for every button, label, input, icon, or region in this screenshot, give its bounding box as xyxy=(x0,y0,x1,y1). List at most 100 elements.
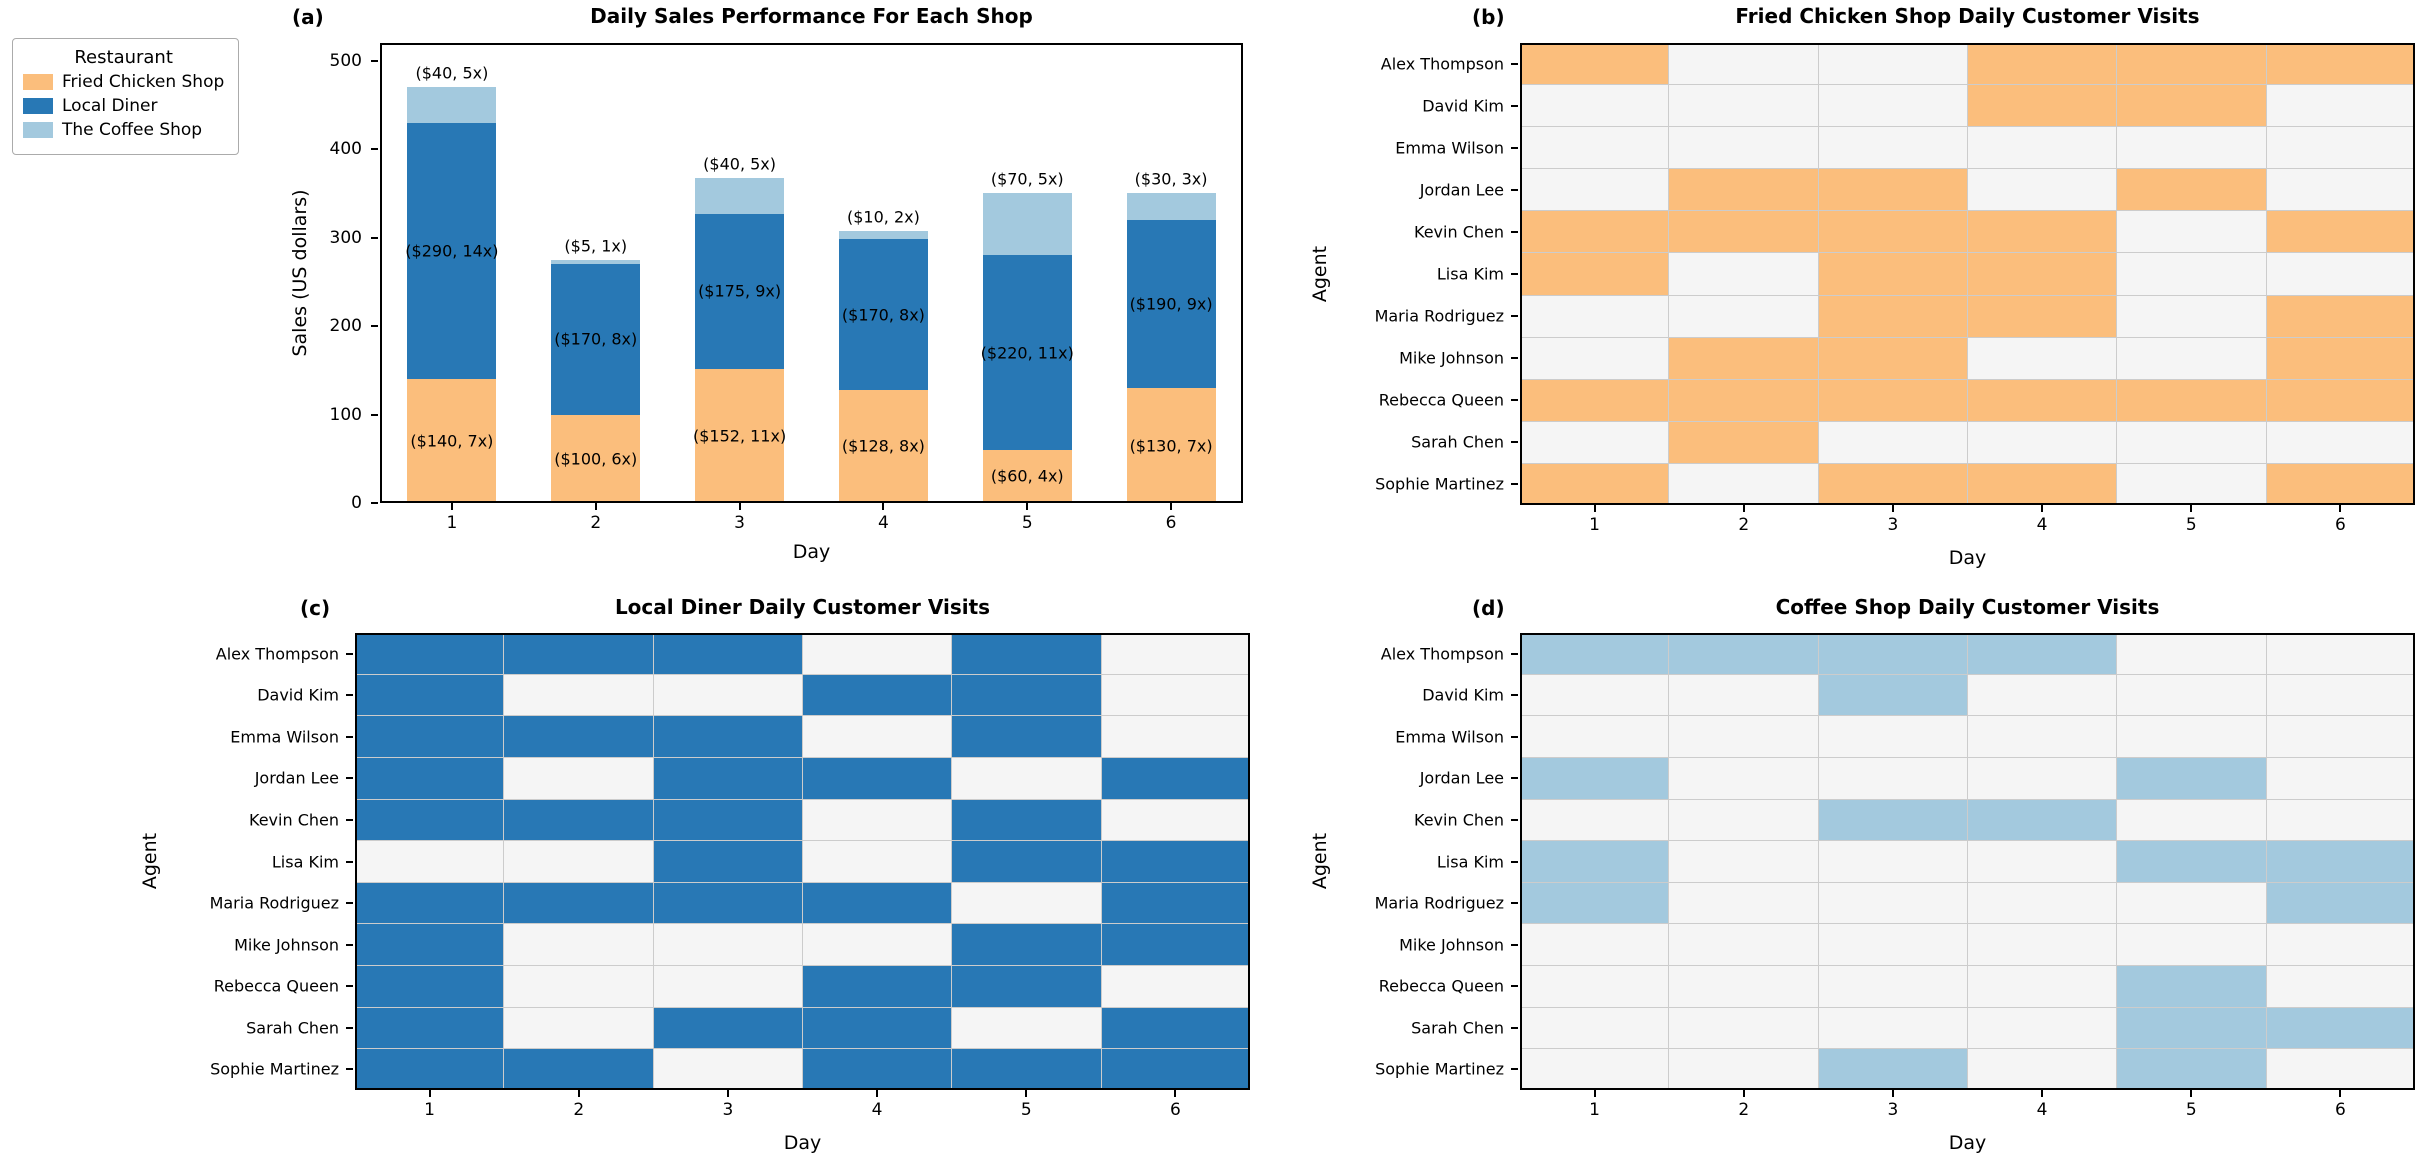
heatmap-cell xyxy=(1669,169,1818,211)
y-tick-mark xyxy=(346,1026,353,1029)
heatmap-cell xyxy=(2117,127,2266,169)
heatmap-cell xyxy=(2117,1049,2266,1090)
heatmap-cell xyxy=(952,716,1101,757)
heatmap-cell xyxy=(1101,882,1250,924)
heatmap-cell xyxy=(2266,169,2415,211)
heatmap-cell xyxy=(2117,85,2266,127)
heatmap-cell xyxy=(1520,85,1669,127)
heatmap-cell xyxy=(2117,633,2266,674)
agent-label: Alex Thompson xyxy=(1380,644,1504,664)
heatmap-cell xyxy=(504,716,653,757)
y-tick-mark xyxy=(1511,735,1518,738)
heatmap-cell xyxy=(1669,295,1818,337)
y-tick-mark xyxy=(346,652,353,655)
heatmap-cell xyxy=(802,882,952,924)
legend-entry-label: Local Diner xyxy=(62,96,158,116)
heatmap-cell xyxy=(504,674,653,716)
agent-label: Sophie Martinez xyxy=(210,1059,339,1079)
x-tick-label: 1 xyxy=(1589,515,1600,535)
heatmap-cell xyxy=(1520,211,1669,253)
heatmap-cell xyxy=(1669,463,1818,505)
heatmap-cell xyxy=(1669,966,1818,1007)
legend-entry: Local Diner xyxy=(23,96,224,116)
x-tick-mark xyxy=(1170,503,1173,510)
y-tick-label: 500 xyxy=(329,50,362,71)
y-tick-mark xyxy=(1511,943,1518,946)
bar-segment xyxy=(695,178,785,214)
panel-a-tag: (a) xyxy=(292,5,324,29)
heatmap-grid xyxy=(355,633,1250,1090)
heatmap-cell xyxy=(952,841,1101,882)
x-tick-label: 5 xyxy=(1021,513,1033,533)
x-tick-label: 6 xyxy=(2334,1100,2346,1120)
y-tick-mark xyxy=(1511,315,1518,317)
agent-label: Maria Rodriguez xyxy=(1374,306,1504,326)
heatmap-cell xyxy=(653,1049,802,1090)
y-tick-mark xyxy=(1511,147,1518,149)
y-tick-mark xyxy=(1511,902,1518,905)
y-tick-mark xyxy=(371,325,378,328)
heatmap-cell xyxy=(1967,421,2117,463)
agent-label: Sarah Chen xyxy=(1411,1018,1504,1038)
x-tick-mark xyxy=(1174,1090,1177,1097)
heatmap-cell xyxy=(1520,966,1669,1007)
heatmap-cell xyxy=(1818,295,1967,337)
bar-value-label: ($30, 3x) xyxy=(1134,169,1208,189)
heatmap-cell xyxy=(1818,85,1967,127)
heatmap-cell xyxy=(1967,1007,2117,1049)
heatmap-cell xyxy=(802,716,952,757)
heatmap-cell xyxy=(1818,253,1967,295)
heatmap-cell xyxy=(1967,379,2117,421)
plot-frame xyxy=(380,43,1243,503)
x-tick-label: 2 xyxy=(1738,515,1750,535)
legend-swatch xyxy=(23,122,53,138)
heatmap-cell xyxy=(1520,379,1669,421)
x-tick-mark xyxy=(2190,505,2193,512)
heatmap-cell xyxy=(1520,295,1669,337)
x-tick-mark xyxy=(450,503,453,510)
bar-value-label: ($40, 5x) xyxy=(415,63,489,83)
heatmap-cell xyxy=(1101,841,1250,882)
agent-label: Rebecca Queen xyxy=(1378,390,1504,410)
x-tick-mark xyxy=(1742,1090,1745,1097)
heatmap-cell xyxy=(952,966,1101,1007)
heatmap-cell xyxy=(1818,841,1967,882)
x-tick-label: 3 xyxy=(1887,1100,1899,1120)
heatmap-cell xyxy=(653,674,802,716)
y-tick-mark xyxy=(346,860,353,863)
bar-value-label: ($70, 5x) xyxy=(990,169,1064,189)
panel-d-tag: (d) xyxy=(1472,596,1505,620)
heatmap-cell xyxy=(653,882,802,924)
heatmap-cell xyxy=(1101,799,1250,841)
heatmap-cell xyxy=(952,757,1101,799)
panel-d-xlabel: Day xyxy=(1948,1132,1987,1154)
x-tick-label: 5 xyxy=(2185,1100,2197,1120)
heatmap-cell xyxy=(2117,757,2266,799)
agent-label: Kevin Chen xyxy=(1414,810,1504,830)
agent-label: Lisa Kim xyxy=(271,852,339,871)
panel-c: (c) Local Diner Daily Customer Visits Ag… xyxy=(0,577,1260,1154)
heatmap-cell xyxy=(1669,43,1818,85)
agent-label: David Kim xyxy=(1422,685,1504,705)
heatmap-cell xyxy=(1967,716,2117,757)
heatmap-cell xyxy=(952,633,1101,674)
heatmap-cell xyxy=(355,882,504,924)
heatmap-cell xyxy=(504,1049,653,1090)
x-tick-mark xyxy=(577,1090,580,1097)
heatmap-cell xyxy=(2117,882,2266,924)
x-tick-label: 1 xyxy=(446,513,458,533)
y-tick-label: 300 xyxy=(329,227,362,248)
heatmap-cell xyxy=(2117,43,2266,85)
heatmap-cell xyxy=(1101,674,1250,716)
heatmap-cell xyxy=(2266,924,2415,966)
panel-c-tag: (c) xyxy=(300,596,331,620)
agent-label: Jordan Lee xyxy=(1419,768,1504,788)
y-tick-mark xyxy=(371,413,378,416)
heatmap-cell xyxy=(1520,924,1669,966)
x-tick-label: 2 xyxy=(1738,1100,1750,1120)
agent-label: Alex Thompson xyxy=(1380,54,1504,74)
heatmap-cell xyxy=(1669,421,1818,463)
heatmap-cell xyxy=(653,633,802,674)
agent-label: Maria Rodriguez xyxy=(209,893,339,913)
